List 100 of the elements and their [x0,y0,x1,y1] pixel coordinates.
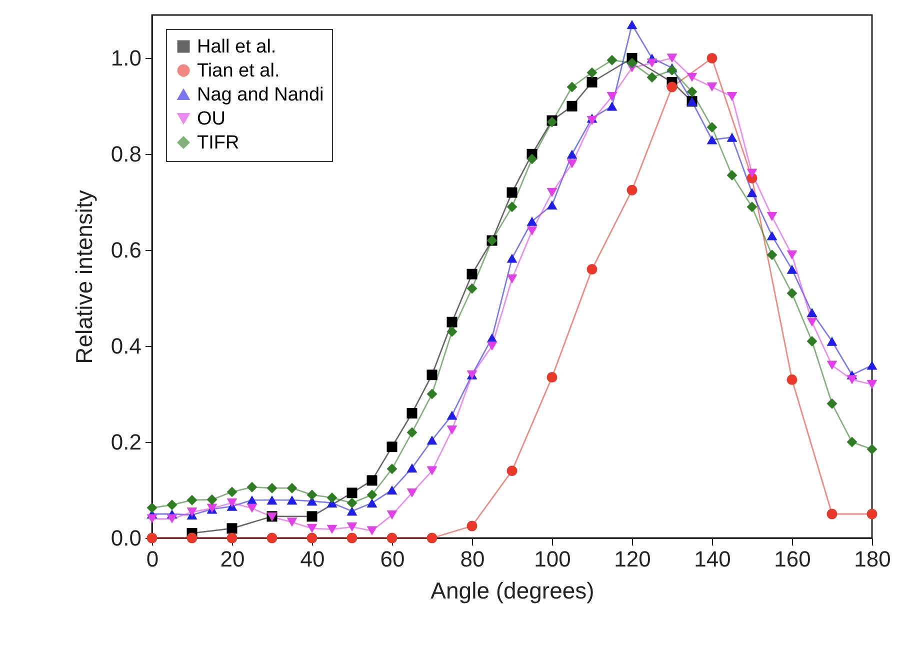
x-tick-label: 160 [774,546,811,572]
point [586,264,598,275]
point [526,216,538,226]
point [226,523,238,534]
point [526,154,538,164]
point [706,82,718,92]
x-tick-label: 140 [694,546,731,572]
y-tick-label: 0.2 [110,430,142,455]
point [786,250,798,260]
point [366,526,378,536]
point [826,360,838,370]
x-tick-label: 180 [854,546,891,572]
point [766,231,778,240]
x-tick-label: 100 [534,546,571,572]
point [306,524,318,533]
point [406,408,418,418]
point [746,168,758,178]
point [406,427,418,438]
point [586,67,598,78]
point [346,488,358,498]
point [846,375,858,384]
point [806,308,818,318]
point [626,184,638,196]
point [446,426,458,435]
point [546,188,558,198]
point [566,82,578,92]
point [786,264,798,274]
point [426,436,438,445]
x-tick-label: 0 [146,546,159,572]
point [266,496,278,505]
point [506,274,518,284]
point [746,202,758,212]
point [186,494,198,506]
point [706,135,718,144]
point [246,504,258,513]
point [766,212,778,222]
point [446,410,458,420]
point [786,288,798,299]
point [666,82,678,92]
y-tick-label: 0.6 [110,238,142,263]
point [786,374,798,385]
point [306,511,318,522]
point [426,370,438,380]
point [606,54,618,66]
point [566,159,578,168]
point [446,316,458,328]
point [826,336,838,346]
x-tick-label: 60 [380,546,405,572]
point [326,492,338,503]
point [146,502,158,514]
point [166,514,178,524]
point [266,482,278,494]
point [866,444,878,454]
point [406,488,418,498]
point [726,132,738,142]
point [566,150,578,159]
point [346,522,358,532]
point [286,518,298,527]
point [306,490,318,500]
point [586,76,598,88]
point [506,254,518,263]
point [386,464,398,474]
legend-label: Tian et al. [197,60,280,82]
point [506,466,518,476]
point [826,508,838,520]
point [426,532,438,544]
point [506,202,518,212]
point [346,532,358,544]
point [506,187,518,198]
y-tick-label: 1.0 [110,46,142,71]
point [666,64,678,76]
point [466,520,478,532]
legend-label: Hall et al. [197,36,276,58]
point [426,466,438,476]
point [426,388,438,400]
point [626,20,638,30]
point [466,268,478,280]
point [626,58,638,68]
point [686,86,698,98]
point [326,524,338,534]
y-axis-title: Relative intensity [70,190,97,364]
point [706,122,718,133]
point [286,496,298,505]
point [266,532,278,544]
point [766,250,778,260]
point [346,506,358,516]
x-tick-label: 20 [220,546,245,572]
point [566,100,578,112]
point [166,500,178,510]
y-tick-label: 0.8 [110,142,142,167]
point [386,485,398,495]
point [486,342,498,351]
point [526,226,538,236]
point [466,283,478,294]
point [666,54,678,63]
point [606,102,618,111]
point [646,58,658,68]
x-tick-label: 80 [460,546,485,572]
point [226,486,238,498]
point [386,442,398,452]
